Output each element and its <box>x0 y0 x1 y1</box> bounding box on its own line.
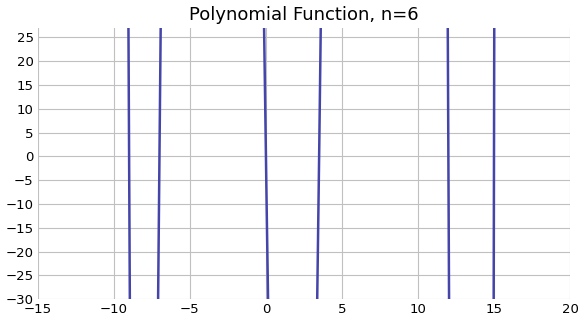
Title: Polynomial Function, n=6: Polynomial Function, n=6 <box>189 5 419 24</box>
